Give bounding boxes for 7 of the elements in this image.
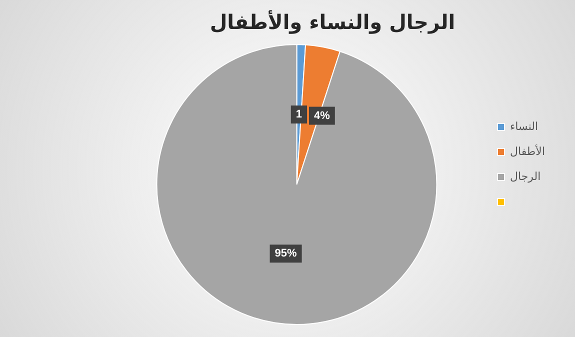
data-label: 4% (314, 110, 330, 122)
legend-label: الرجال (510, 170, 541, 183)
data-label: 1 (296, 108, 302, 121)
chart-title: الرجال والنساء والأطفال (210, 10, 456, 34)
legend-label: النساء (510, 120, 538, 133)
legend-label: الأطفال (510, 144, 546, 158)
data-label: 95% (274, 248, 298, 260)
